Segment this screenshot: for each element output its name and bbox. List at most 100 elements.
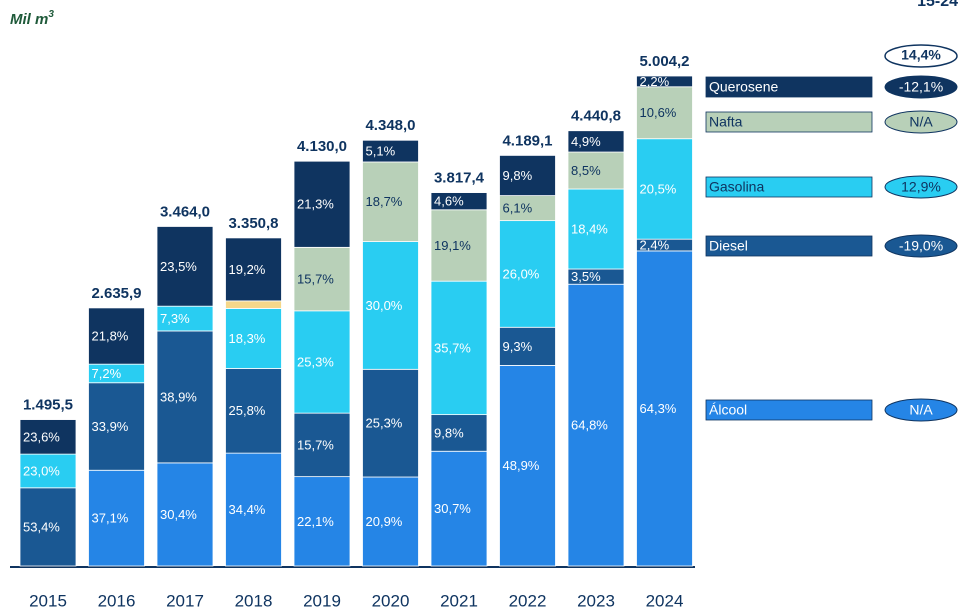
- growth-badge: [884, 75, 958, 99]
- growth-label: N/A: [909, 402, 933, 418]
- bar-segment: [362, 476, 419, 567]
- growth-label: -19,0%: [899, 238, 943, 254]
- segment-label: 23,6%: [23, 429, 60, 444]
- segment-label: 20,5%: [640, 181, 677, 196]
- legend-label: Querosene: [709, 79, 778, 95]
- bar-segment: [225, 452, 282, 567]
- bar-segment: [88, 469, 145, 567]
- segment-label: 20,9%: [366, 514, 403, 529]
- segment-label: 15,7%: [297, 272, 334, 287]
- segment-label: 19,2%: [229, 262, 266, 277]
- total-label: 3.464,0: [160, 203, 210, 220]
- bar-segment: [430, 209, 488, 282]
- bar-segment: [636, 138, 693, 240]
- segment-label: 25,8%: [229, 403, 266, 418]
- bar-segment: [430, 450, 488, 567]
- segment-label: 48,9%: [503, 458, 540, 473]
- segment-label: 8,5%: [571, 163, 601, 178]
- bar-segment: [88, 307, 145, 365]
- total-label: 4.440,8: [571, 108, 621, 125]
- legend-label: Nafta: [709, 114, 743, 130]
- bar-segment: [156, 462, 214, 567]
- segment-label: 35,7%: [434, 340, 471, 355]
- segment-label: 5,1%: [366, 144, 396, 159]
- total-label: 4.348,0: [365, 117, 415, 134]
- segment-label: 2,2%: [640, 74, 670, 89]
- period-label: 15-24: [917, 0, 958, 10]
- bar-segment: [19, 419, 77, 455]
- bar-segment: [362, 241, 419, 370]
- segment-label: 9,8%: [503, 168, 533, 183]
- x-tick-label: 2023: [577, 591, 615, 610]
- bar-segment: [430, 280, 488, 416]
- segment-label: 2,4%: [640, 237, 670, 252]
- growth-label: 12,9%: [901, 179, 941, 195]
- total-growth-label: 14,4%: [901, 47, 941, 63]
- segment-label: 25,3%: [297, 354, 334, 369]
- bar-segment: [567, 130, 625, 153]
- x-tick-label: 2018: [235, 591, 273, 610]
- growth-badge: [884, 175, 958, 199]
- total-label: 4.189,1: [502, 132, 552, 149]
- legend-box: [705, 76, 873, 98]
- segment-label: 22,1%: [297, 514, 334, 529]
- segment-label: 15,7%: [297, 437, 334, 452]
- x-tick-label: 2022: [509, 591, 547, 610]
- total-label: 1.495,5: [23, 397, 73, 414]
- segment-label: 18,7%: [366, 194, 403, 209]
- segment-label: 26,0%: [503, 266, 540, 281]
- bar-segment: [499, 155, 556, 197]
- bar-segment: [225, 308, 282, 369]
- segment-label: 4,9%: [571, 134, 601, 149]
- segment-label: 64,8%: [571, 418, 608, 433]
- x-tick-label: 2019: [303, 591, 341, 610]
- total-growth-badge: [884, 44, 958, 68]
- bar-segment: [293, 476, 351, 567]
- growth-badge: [884, 234, 958, 258]
- bar-segment: [88, 382, 145, 471]
- segment-label: 7,3%: [160, 311, 190, 326]
- bar-segment: [225, 300, 282, 309]
- growth-label: -12,1%: [899, 79, 943, 95]
- bar-segment: [225, 368, 282, 454]
- bar-segment: [362, 368, 419, 478]
- bar-segment: [19, 453, 77, 489]
- bar-segment: [293, 412, 351, 478]
- bar-segment: [293, 160, 351, 248]
- segment-label: 19,1%: [434, 238, 471, 253]
- legend-label: Álcool: [709, 402, 747, 418]
- x-tick-label: 2024: [646, 591, 684, 610]
- bar-segment: [499, 220, 556, 328]
- segment-label: 18,3%: [229, 331, 266, 346]
- x-tick-label: 2020: [372, 591, 410, 610]
- segment-label: 64,3%: [640, 401, 677, 416]
- legend-box: [705, 176, 873, 198]
- total-label: 3.350,8: [228, 215, 278, 232]
- segment-label: 34,4%: [229, 502, 266, 517]
- total-label: 5.004,2: [639, 53, 689, 70]
- segment-label: 23,5%: [160, 259, 197, 274]
- segment-label: 37,1%: [92, 511, 129, 526]
- bar-segment: [293, 310, 351, 414]
- unit-superscript: 3: [48, 9, 54, 20]
- segment-label: 21,8%: [92, 328, 129, 343]
- bar-segment: [156, 305, 214, 332]
- segment-label: 21,3%: [297, 197, 334, 212]
- bar-segment: [293, 246, 351, 312]
- bar-segment: [499, 326, 556, 366]
- segment-label: 3,5%: [571, 269, 601, 284]
- bar-segment: [362, 139, 419, 163]
- segment-label: 25,3%: [366, 416, 403, 431]
- segment-label: 18,4%: [571, 221, 608, 236]
- segment-label: 9,3%: [503, 339, 533, 354]
- growth-badge: [884, 398, 958, 422]
- total-label: 4.130,0: [297, 138, 347, 155]
- segment-label: 38,9%: [160, 389, 197, 404]
- bar-segment: [636, 86, 693, 140]
- bar-segment: [156, 330, 214, 464]
- bar-segment: [362, 161, 419, 242]
- segment-label: 23,0%: [23, 463, 60, 478]
- segment-label: 6,1%: [503, 201, 533, 216]
- bar-segment: [636, 75, 693, 88]
